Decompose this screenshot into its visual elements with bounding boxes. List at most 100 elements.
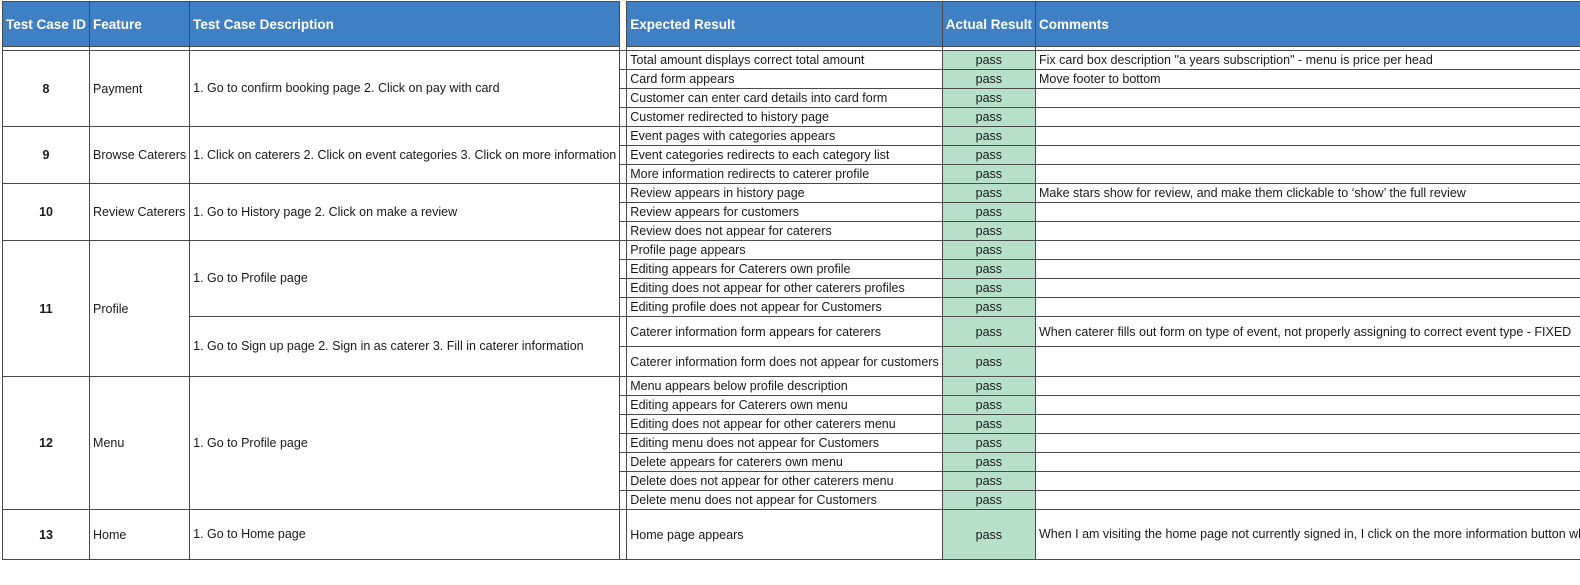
feature-cell[interactable]: Menu [89,376,191,510]
test-steps-cell[interactable]: 1. Click on caterers 2. Click on event c… [189,126,621,184]
actual-result-cell[interactable]: pass [941,433,1037,453]
comment-cell[interactable]: Make stars show for review, and make the… [1034,183,1580,203]
comment-cell[interactable] [1034,452,1580,472]
comment-cell[interactable] [1034,240,1580,260]
expected-result-cell[interactable]: Review appears for customers [626,202,943,222]
comment-cell[interactable] [1034,221,1580,241]
expected-result-cell[interactable]: Delete does not appear for other caterer… [626,471,943,491]
actual-result-cell[interactable]: pass [941,221,1037,241]
comment-cell[interactable] [1034,297,1580,317]
expected-result-cell[interactable]: Editing does not appear for other catere… [626,414,943,434]
comment-cell[interactable] [1034,346,1580,377]
actual-result-cell[interactable]: pass [941,414,1037,434]
actual-result-cell[interactable]: pass [941,509,1037,560]
actual-result-cell[interactable]: pass [941,471,1037,491]
actual-result-cell[interactable]: pass [941,183,1037,203]
expected-result-cell[interactable]: Editing menu does not appear for Custome… [626,433,943,453]
test-case-id-cell[interactable]: 10 [1,183,91,241]
actual-result-cell[interactable]: pass [941,490,1037,510]
header-description[interactable]: Test Case Description [189,1,621,47]
expected-result-cell[interactable]: Menu appears below profile description [626,376,943,396]
feature-cell[interactable]: Profile [89,240,191,377]
test-steps-cell[interactable]: 1. Go to Profile page [189,240,621,317]
test-case-id-cell[interactable]: 9 [1,126,91,184]
comment-cell[interactable] [1034,107,1580,127]
comment-cell[interactable] [1034,259,1580,279]
test-case-id-cell[interactable]: 12 [1,376,91,510]
comment-cell[interactable] [1034,145,1580,165]
test-steps-cell[interactable]: 1. Go to confirm booking page 2. Click o… [189,50,621,127]
expected-result-cell[interactable]: Editing does not appear for other catere… [626,278,943,298]
actual-result-cell[interactable]: pass [941,107,1037,127]
comment-cell[interactable] [1034,433,1580,453]
actual-result-cell[interactable]: pass [941,202,1037,222]
expected-result-cell[interactable]: More information redirects to caterer pr… [626,164,943,184]
actual-result-cell[interactable]: pass [941,452,1037,472]
expected-result-cell[interactable]: Caterer information form appears for cat… [626,316,943,347]
header-spacer-row [1,46,1580,51]
feature-cell[interactable]: Review Caterers [89,183,191,241]
actual-result-cell[interactable]: pass [941,88,1037,108]
expected-result-cell[interactable]: Editing appears for Caterers own profile [626,259,943,279]
expected-result-cell[interactable]: Event categories redirects to each categ… [626,145,943,165]
comment-cell[interactable] [1034,376,1580,396]
actual-result-cell[interactable]: pass [941,259,1037,279]
expected-result-cell[interactable]: Card form appears [626,69,943,89]
actual-result-cell[interactable]: pass [941,278,1037,298]
comment-cell[interactable] [1034,202,1580,222]
feature-cell[interactable]: Home [89,509,191,560]
actual-result-cell[interactable]: pass [941,316,1037,347]
test-case-id-cell[interactable]: 13 [1,509,91,560]
expected-result-cell[interactable]: Delete menu does not appear for Customer… [626,490,943,510]
test-steps-cell[interactable]: 1. Go to History page 2. Click on make a… [189,183,621,241]
header-feature[interactable]: Feature [89,1,191,47]
expected-result-cell[interactable]: Editing appears for Caterers own menu [626,395,943,415]
expected-result-cell[interactable]: Event pages with categories appears [626,126,943,146]
actual-result-cell[interactable]: pass [941,376,1037,396]
actual-result-cell[interactable]: pass [941,145,1037,165]
comment-cell[interactable]: Fix card box description "a years subscr… [1034,50,1580,70]
expected-result-cell[interactable]: Customer can enter card details into car… [626,88,943,108]
feature-cell[interactable]: Payment [89,50,191,127]
comment-cell[interactable] [1034,126,1580,146]
expected-result-cell[interactable]: Profile page appears [626,240,943,260]
actual-result-cell[interactable]: pass [941,50,1037,70]
expected-result-cell[interactable]: Customer redirected to history page [626,107,943,127]
expected-result-cell[interactable]: Delete appears for caterers own menu [626,452,943,472]
actual-result-cell[interactable]: pass [941,297,1037,317]
comment-cell[interactable]: Move footer to bottom [1034,69,1580,89]
comment-cell[interactable] [1034,278,1580,298]
comment-cell[interactable] [1034,395,1580,415]
header-expected-result[interactable]: Expected Result [626,1,943,47]
comment-cell[interactable] [1034,88,1580,108]
actual-result-cell[interactable]: pass [941,240,1037,260]
actual-result-cell[interactable]: pass [941,346,1037,377]
comment-cell[interactable] [1034,490,1580,510]
actual-result-cell[interactable]: pass [941,395,1037,415]
header-comments[interactable]: Comments [1034,1,1580,47]
comment-cell[interactable]: When I am visiting the home page not cur… [1034,509,1580,560]
expected-result-cell[interactable]: Home page appears [626,509,943,560]
comment-cell[interactable]: When caterer fills out form on type of e… [1034,316,1580,347]
test-steps-cell[interactable]: 1. Go to Profile page [189,376,621,510]
test-case-id-cell[interactable]: 11 [1,240,91,377]
test-steps-cell[interactable]: 1. Go to Sign up page 2. Sign in as cate… [189,316,621,377]
header-actual-result[interactable]: Actual Result [941,1,1037,47]
expected-result-cell[interactable]: Review appears in history page [626,183,943,203]
expected-result-cell[interactable]: Caterer information form does not appear… [626,346,943,377]
test-steps-cell[interactable]: 1. Go to Home page [189,509,621,560]
header-test-case-id[interactable]: Test Case ID [1,1,91,47]
comment-cell[interactable] [1034,414,1580,434]
actual-result-cell[interactable]: pass [941,69,1037,89]
actual-result-cell[interactable]: pass [941,126,1037,146]
expected-result-cell[interactable]: Total amount displays correct total amou… [626,50,943,70]
comment-cell[interactable] [1034,164,1580,184]
comment-cell[interactable] [1034,471,1580,491]
feature-cell[interactable]: Browse Caterers [89,126,191,184]
expected-result-cell[interactable]: Review does not appear for caterers [626,221,943,241]
column-gap [619,259,628,279]
test-case-id-cell[interactable]: 8 [1,50,91,127]
expected-result-cell[interactable]: Editing profile does not appear for Cust… [626,297,943,317]
actual-result-cell[interactable]: pass [941,164,1037,184]
table-row: Editing does not appear for other catere… [3,278,1580,298]
